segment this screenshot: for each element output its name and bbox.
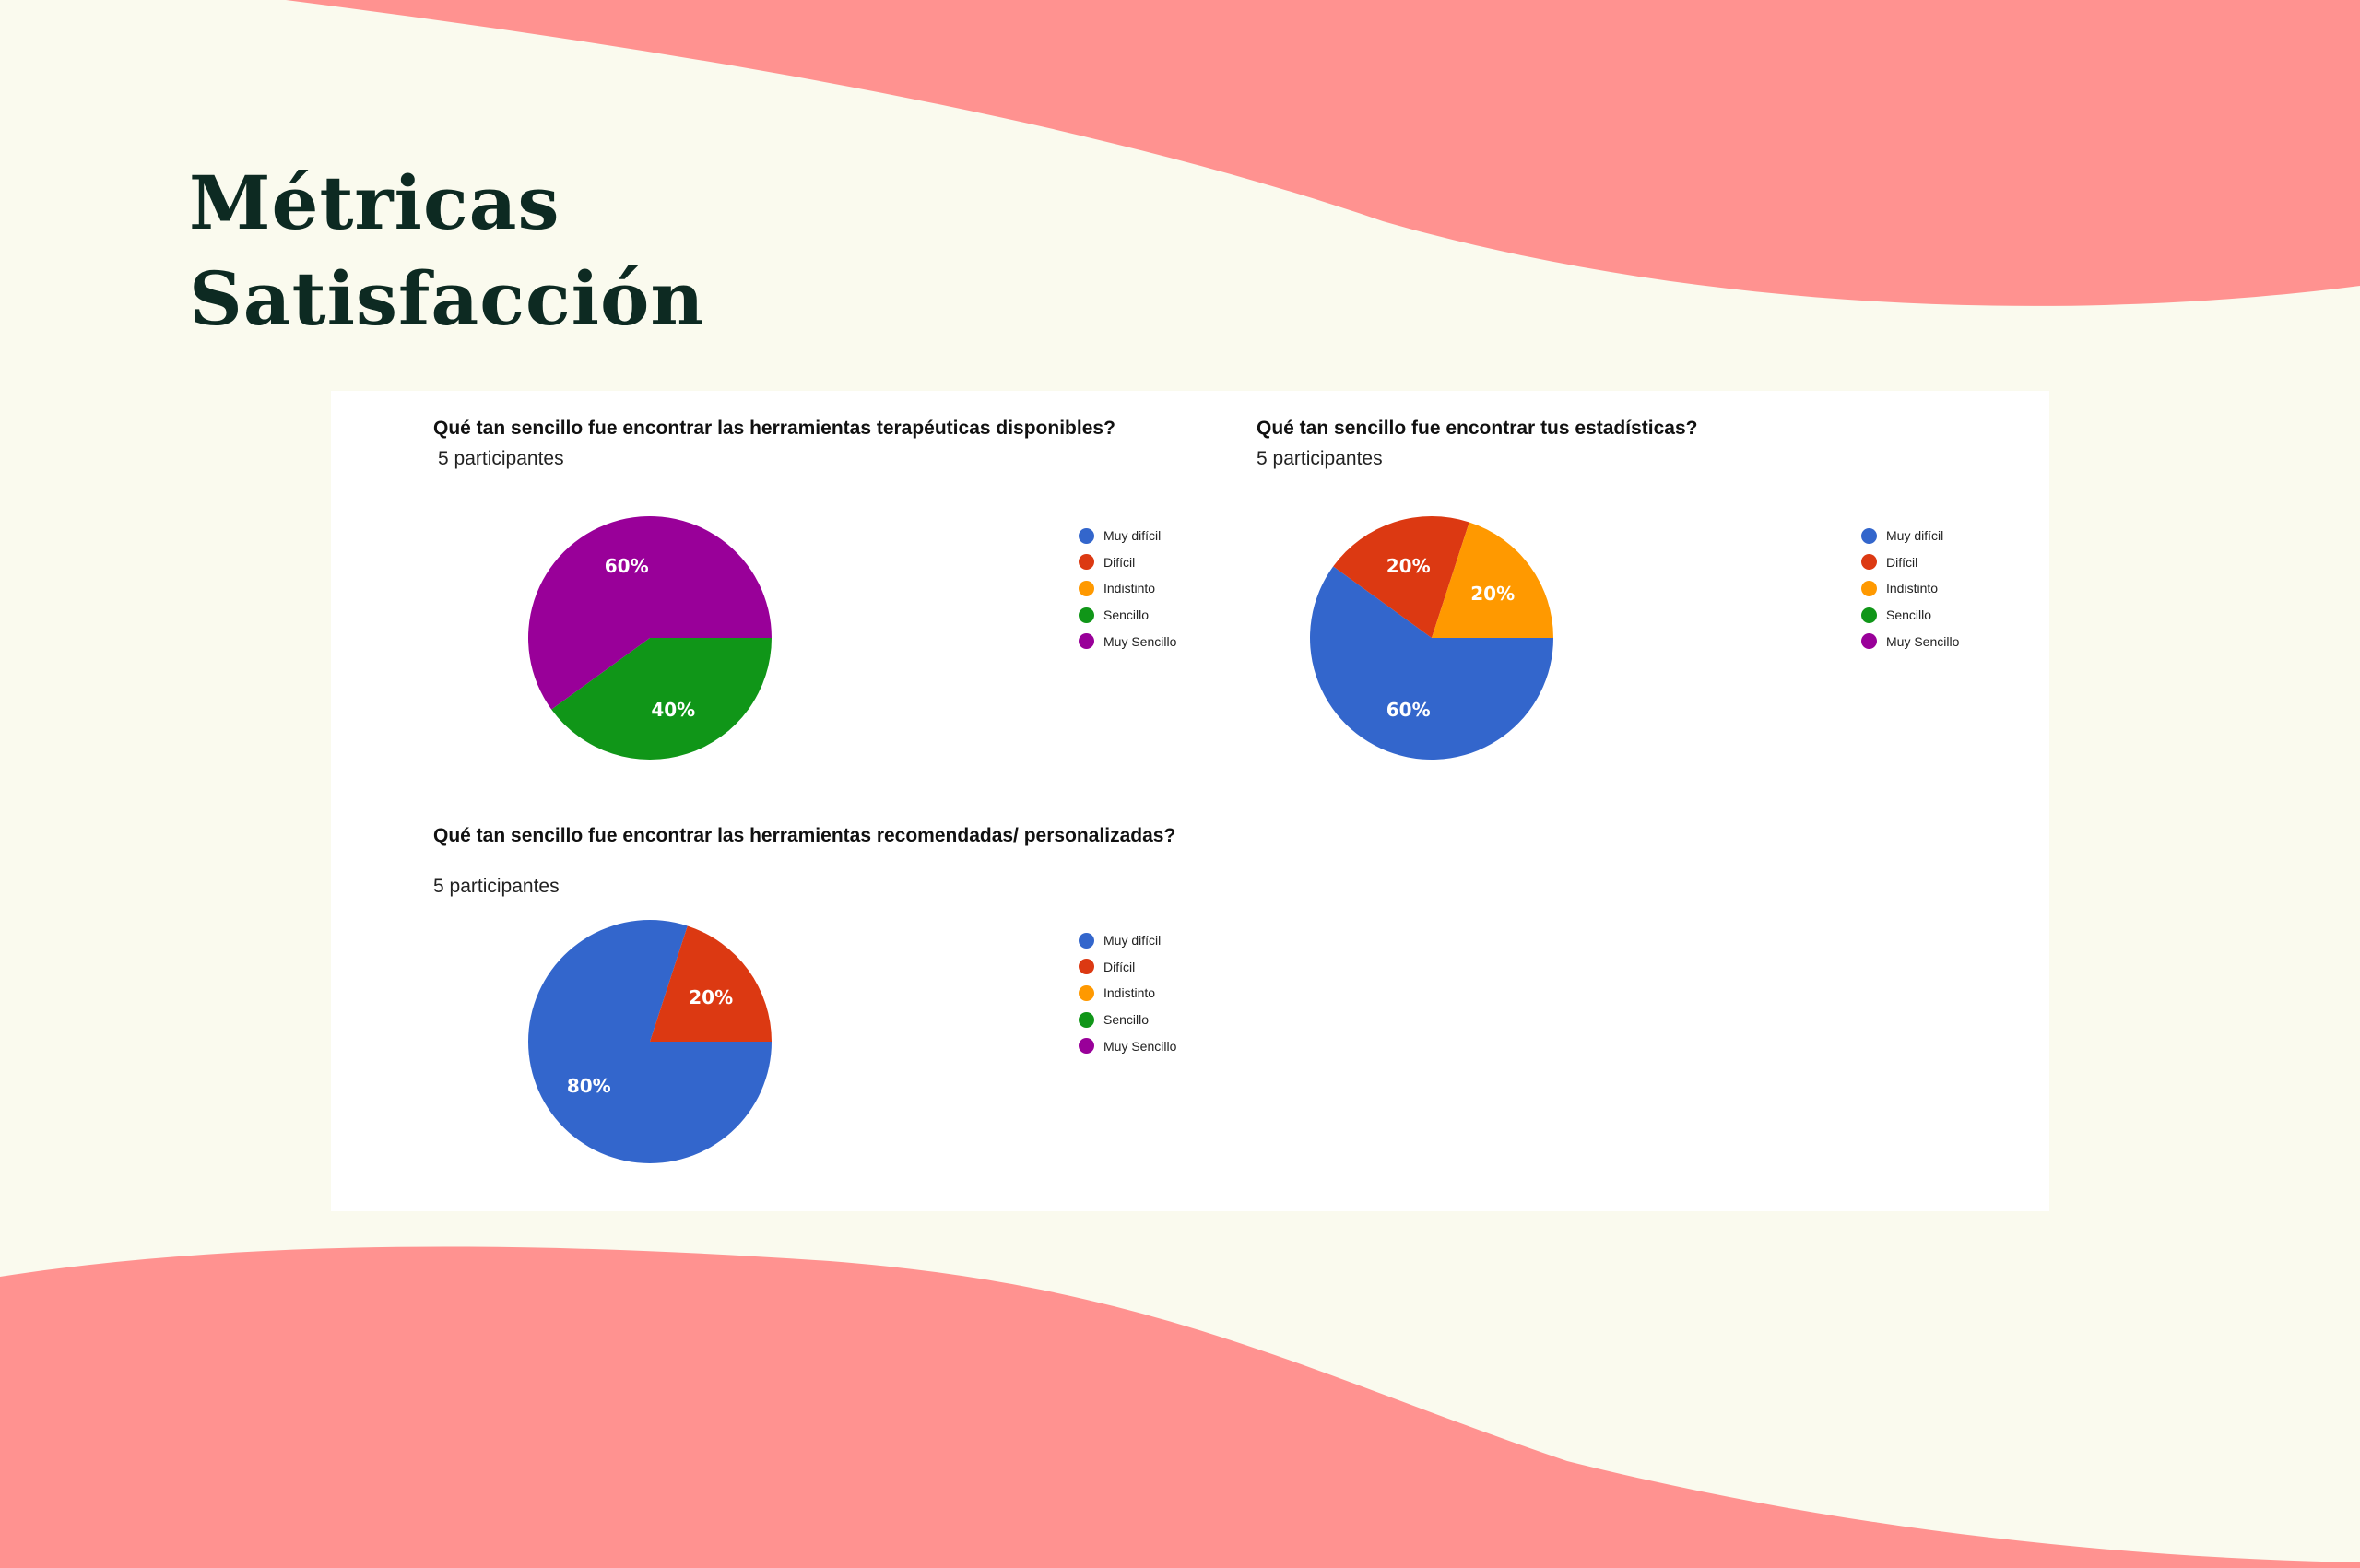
legend-swatch (1079, 607, 1094, 623)
legend-label: Muy difícil (1103, 528, 1162, 544)
pie-slice-muy-sencillo (528, 516, 772, 710)
pie-chart: 80% 20% (528, 920, 772, 1163)
chart-legend: Muy difícil Difícil Indistinto Sencillo Muy … (1079, 523, 1226, 654)
pie-data-label: 60% (1386, 699, 1431, 721)
pie-slice-dificil (650, 925, 772, 1042)
legend-swatch (1079, 959, 1094, 975)
legend-item-muy-dificil: Muy difícil (1861, 523, 2009, 549)
legend-item-muy-dificil: Muy difícil (1079, 523, 1226, 549)
pie-slice-sencillo (551, 638, 772, 760)
pie-chart: 40% 60% (528, 516, 772, 760)
pie-slice-dificil (1333, 516, 1469, 638)
legend-swatch (1079, 932, 1094, 949)
legend-label: Muy difícil (1103, 933, 1162, 949)
chart-title: Qué tan sencillo fue encontrar las herra… (433, 418, 1115, 439)
legend-item-indistinto: Indistinto (1861, 575, 2009, 602)
chart-legend: Muy difícil Difícil Indistinto Sencillo Muy … (1079, 927, 1226, 1059)
legend-item-muy-sencillo: Muy Sencillo (1079, 628, 1226, 654)
legend-label: Indistinto (1103, 985, 1156, 1001)
pie-data-label: 20% (1386, 555, 1431, 577)
legend-swatch (1079, 527, 1094, 544)
legend-label: Muy difícil (1886, 528, 1944, 544)
page-title-line-1: Métricas (189, 159, 560, 246)
legend-label: Indistinto (1103, 581, 1156, 596)
legend-swatch (1861, 554, 1877, 571)
legend-swatch (1861, 607, 1877, 623)
legend-item-sencillo: Sencillo (1861, 602, 2009, 629)
legend-item-indistinto: Indistinto (1079, 575, 1226, 602)
legend-swatch (1861, 527, 1877, 544)
legend-swatch (1079, 633, 1094, 650)
pie-data-label: 80% (567, 1075, 611, 1097)
charts-card: Qué tan sencillo fue encontrar las herra… (331, 391, 2049, 1211)
pie-chart: 60% 20% 20% (1310, 516, 1553, 760)
legend-label: Difícil (1103, 554, 1136, 570)
legend-label: Difícil (1103, 959, 1136, 974)
chart-panel-estadisticas: Qué tan sencillo fue encontrar tus estad… (1257, 417, 2086, 813)
pie-slice-indistinto (1432, 522, 1553, 638)
legend-swatch (1079, 554, 1094, 571)
legend-label: Sencillo (1103, 607, 1150, 623)
legend-item-muy-sencillo: Muy Sencillo (1861, 628, 2009, 654)
legend-swatch (1861, 633, 1877, 650)
chart-subtitle: 5 participantes (438, 448, 564, 469)
chart-title: Qué tan sencillo fue encontrar tus estad… (1257, 418, 1698, 439)
legend-label: Muy Sencillo (1103, 1038, 1177, 1054)
legend-item-dificil: Difícil (1079, 954, 1226, 981)
chart-title: Qué tan sencillo fue encontrar las herra… (433, 825, 1176, 846)
chart-subtitle: 5 participantes (433, 876, 560, 897)
legend-item-muy-sencillo: Muy Sencillo (1079, 1032, 1226, 1059)
chart-subtitle: 5 participantes (1257, 448, 1383, 469)
legend-item-muy-dificil: Muy difícil (1079, 927, 1226, 954)
legend-label: Sencillo (1103, 1012, 1150, 1028)
legend-swatch (1079, 580, 1094, 596)
bottom-wave (0, 1246, 2360, 1568)
legend-swatch (1079, 1011, 1094, 1028)
pie-slice-muy-dificil (1310, 566, 1553, 760)
pie-data-label: 40% (651, 699, 695, 721)
legend-item-dificil: Difícil (1079, 549, 1226, 576)
legend-item-indistinto: Indistinto (1079, 980, 1226, 1007)
legend-label: Difícil (1886, 554, 1918, 570)
legend-item-sencillo: Sencillo (1079, 1007, 1226, 1033)
legend-swatch (1861, 580, 1877, 596)
legend-item-dificil: Difícil (1861, 549, 2009, 576)
pie-data-label: 60% (605, 555, 649, 577)
chart-panel-herramientas-recomendadas: Qué tan sencillo fue encontrar las herra… (433, 824, 1263, 1220)
legend-swatch (1079, 1038, 1094, 1055)
legend-label: Muy Sencillo (1103, 633, 1177, 649)
legend-label: Sencillo (1886, 607, 1932, 623)
page-title: Métricas Satisfacción (189, 155, 705, 347)
chart-panel-herramientas-disponibles: Qué tan sencillo fue encontrar las herra… (433, 417, 1263, 813)
page-title-line-2: Satisfacción (189, 255, 705, 342)
legend-label: Muy Sencillo (1886, 633, 1960, 649)
pie-data-label: 20% (1470, 583, 1515, 605)
legend-item-sencillo: Sencillo (1079, 602, 1226, 629)
top-wave (286, 0, 2360, 306)
legend-swatch (1079, 984, 1094, 1001)
pie-data-label: 20% (689, 986, 733, 1008)
chart-legend: Muy difícil Difícil Indistinto Sencillo Muy … (1861, 523, 2009, 654)
legend-label: Indistinto (1886, 581, 1939, 596)
